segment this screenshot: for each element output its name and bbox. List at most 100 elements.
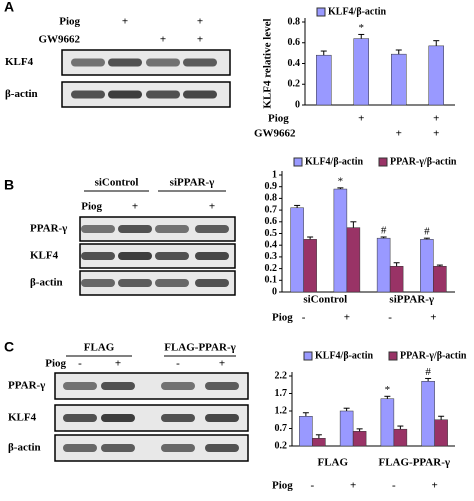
blot-row-label: PPAR-γ bbox=[30, 223, 67, 235]
blot-band bbox=[195, 225, 229, 233]
y-tick-label: 0.9 bbox=[265, 181, 278, 192]
blot-lane-mark: - bbox=[176, 358, 180, 370]
blot-row-label: PPAR-γ bbox=[8, 380, 45, 392]
y-tick-label: 0.4 bbox=[288, 58, 301, 69]
blot-band bbox=[71, 90, 105, 99]
blot-band bbox=[195, 279, 229, 287]
y-tick-label: 0.2 bbox=[275, 440, 288, 451]
blot-band bbox=[183, 90, 217, 99]
y-tick-label: 0.5 bbox=[265, 228, 278, 239]
y-tick-label: 0.2 bbox=[288, 79, 301, 90]
blot-lane-mark: + bbox=[115, 358, 121, 370]
x-row-mark: + bbox=[431, 480, 437, 492]
bar bbox=[352, 431, 367, 447]
legend-label: PPAR-γ/β-actin bbox=[400, 350, 467, 361]
y-axis-label: KLF4 relative level bbox=[262, 18, 274, 108]
blot-band bbox=[108, 58, 142, 67]
significance-marker: * bbox=[359, 22, 365, 34]
bar bbox=[393, 428, 408, 447]
x-row-mark: + bbox=[433, 113, 439, 125]
bar bbox=[434, 419, 448, 447]
significance-marker: # bbox=[424, 226, 430, 238]
x-row-label: Piog bbox=[272, 312, 293, 324]
y-tick-label: 0.3 bbox=[265, 251, 278, 262]
blot-band bbox=[71, 58, 105, 67]
blot-band bbox=[63, 382, 97, 390]
blot-header-label: Piog bbox=[59, 16, 80, 28]
blot-band bbox=[155, 252, 189, 260]
bar bbox=[433, 266, 447, 293]
bar bbox=[391, 53, 407, 106]
blot-band bbox=[161, 414, 195, 422]
blot-band bbox=[81, 252, 115, 260]
y-tick-label: 0.8 bbox=[288, 16, 301, 27]
y-tick-label: 0.8 bbox=[265, 193, 278, 204]
y-tick-label: 0 bbox=[272, 286, 277, 297]
blot-row-label: KLF4 bbox=[8, 412, 37, 424]
blot-band bbox=[205, 382, 239, 390]
blot-band bbox=[101, 444, 135, 452]
blot-band bbox=[146, 90, 180, 99]
blot-header-label: GW9662 bbox=[38, 34, 80, 46]
blot-lane-mark: + bbox=[122, 16, 128, 28]
x-row-mark: - bbox=[392, 480, 396, 492]
blot-lane-mark: + bbox=[209, 201, 215, 213]
legend-label: KLF4/β-actin bbox=[315, 350, 373, 361]
y-tick-label: 1 bbox=[272, 169, 277, 180]
panel-letter: A bbox=[4, 0, 14, 15]
group-label: FLAG-PPAR-γ bbox=[378, 457, 450, 469]
bar bbox=[376, 237, 391, 293]
x-row-mark: + bbox=[430, 312, 436, 324]
blot-lane-mark: - bbox=[78, 358, 82, 370]
significance-marker: * bbox=[338, 175, 344, 187]
blot-lane-mark: + bbox=[219, 358, 225, 370]
x-row-mark: + bbox=[396, 128, 402, 140]
blot-band bbox=[146, 58, 180, 67]
blot-band bbox=[101, 382, 135, 390]
blot-band bbox=[63, 444, 97, 452]
blot-band bbox=[63, 414, 97, 422]
panel-letter: C bbox=[4, 339, 14, 355]
blot-group-label: FLAG bbox=[84, 342, 115, 354]
blot-lane-mark: + bbox=[197, 34, 203, 46]
blot-band bbox=[161, 444, 195, 452]
blot-band bbox=[205, 414, 239, 422]
blot-lane-mark: + bbox=[132, 201, 138, 213]
y-tick-label: 0.7 bbox=[265, 204, 278, 215]
y-tick-label: 0.4 bbox=[265, 239, 278, 250]
significance-marker: # bbox=[425, 366, 431, 378]
blot-band bbox=[155, 225, 189, 233]
blot-band bbox=[155, 279, 189, 287]
bar bbox=[389, 266, 404, 293]
x-row-mark: + bbox=[344, 312, 350, 324]
bar bbox=[428, 45, 444, 106]
blot-band bbox=[108, 90, 142, 99]
blot-row-label: KLF4 bbox=[5, 56, 34, 68]
x-row-mark: - bbox=[302, 312, 306, 324]
significance-marker: # bbox=[381, 225, 387, 237]
legend-swatch bbox=[388, 351, 398, 361]
blot-row-label: β-actin bbox=[5, 88, 38, 100]
x-row-mark: + bbox=[350, 480, 356, 492]
bar bbox=[303, 239, 317, 293]
significance-marker: * bbox=[385, 384, 391, 396]
blot-lane-mark: + bbox=[160, 34, 166, 46]
blot-group-label: siControl bbox=[95, 177, 139, 189]
y-tick-label: 0.6 bbox=[288, 37, 301, 48]
y-tick-label: 0.1 bbox=[265, 275, 278, 286]
bar bbox=[290, 207, 304, 293]
legend-swatch bbox=[303, 351, 313, 361]
blot-lane-mark: + bbox=[197, 16, 203, 28]
blot-band bbox=[118, 252, 152, 260]
bar bbox=[346, 227, 361, 293]
x-row-mark: + bbox=[433, 128, 439, 140]
bar bbox=[339, 410, 354, 447]
bar bbox=[380, 398, 395, 447]
blot-band bbox=[183, 58, 217, 67]
legend-label: KLF4/β-actin bbox=[305, 156, 363, 167]
y-tick-label: 2.2 bbox=[275, 370, 288, 381]
group-label: siPPAR-γ bbox=[389, 294, 434, 306]
legend-swatch bbox=[293, 157, 303, 167]
blot-band bbox=[81, 279, 115, 287]
